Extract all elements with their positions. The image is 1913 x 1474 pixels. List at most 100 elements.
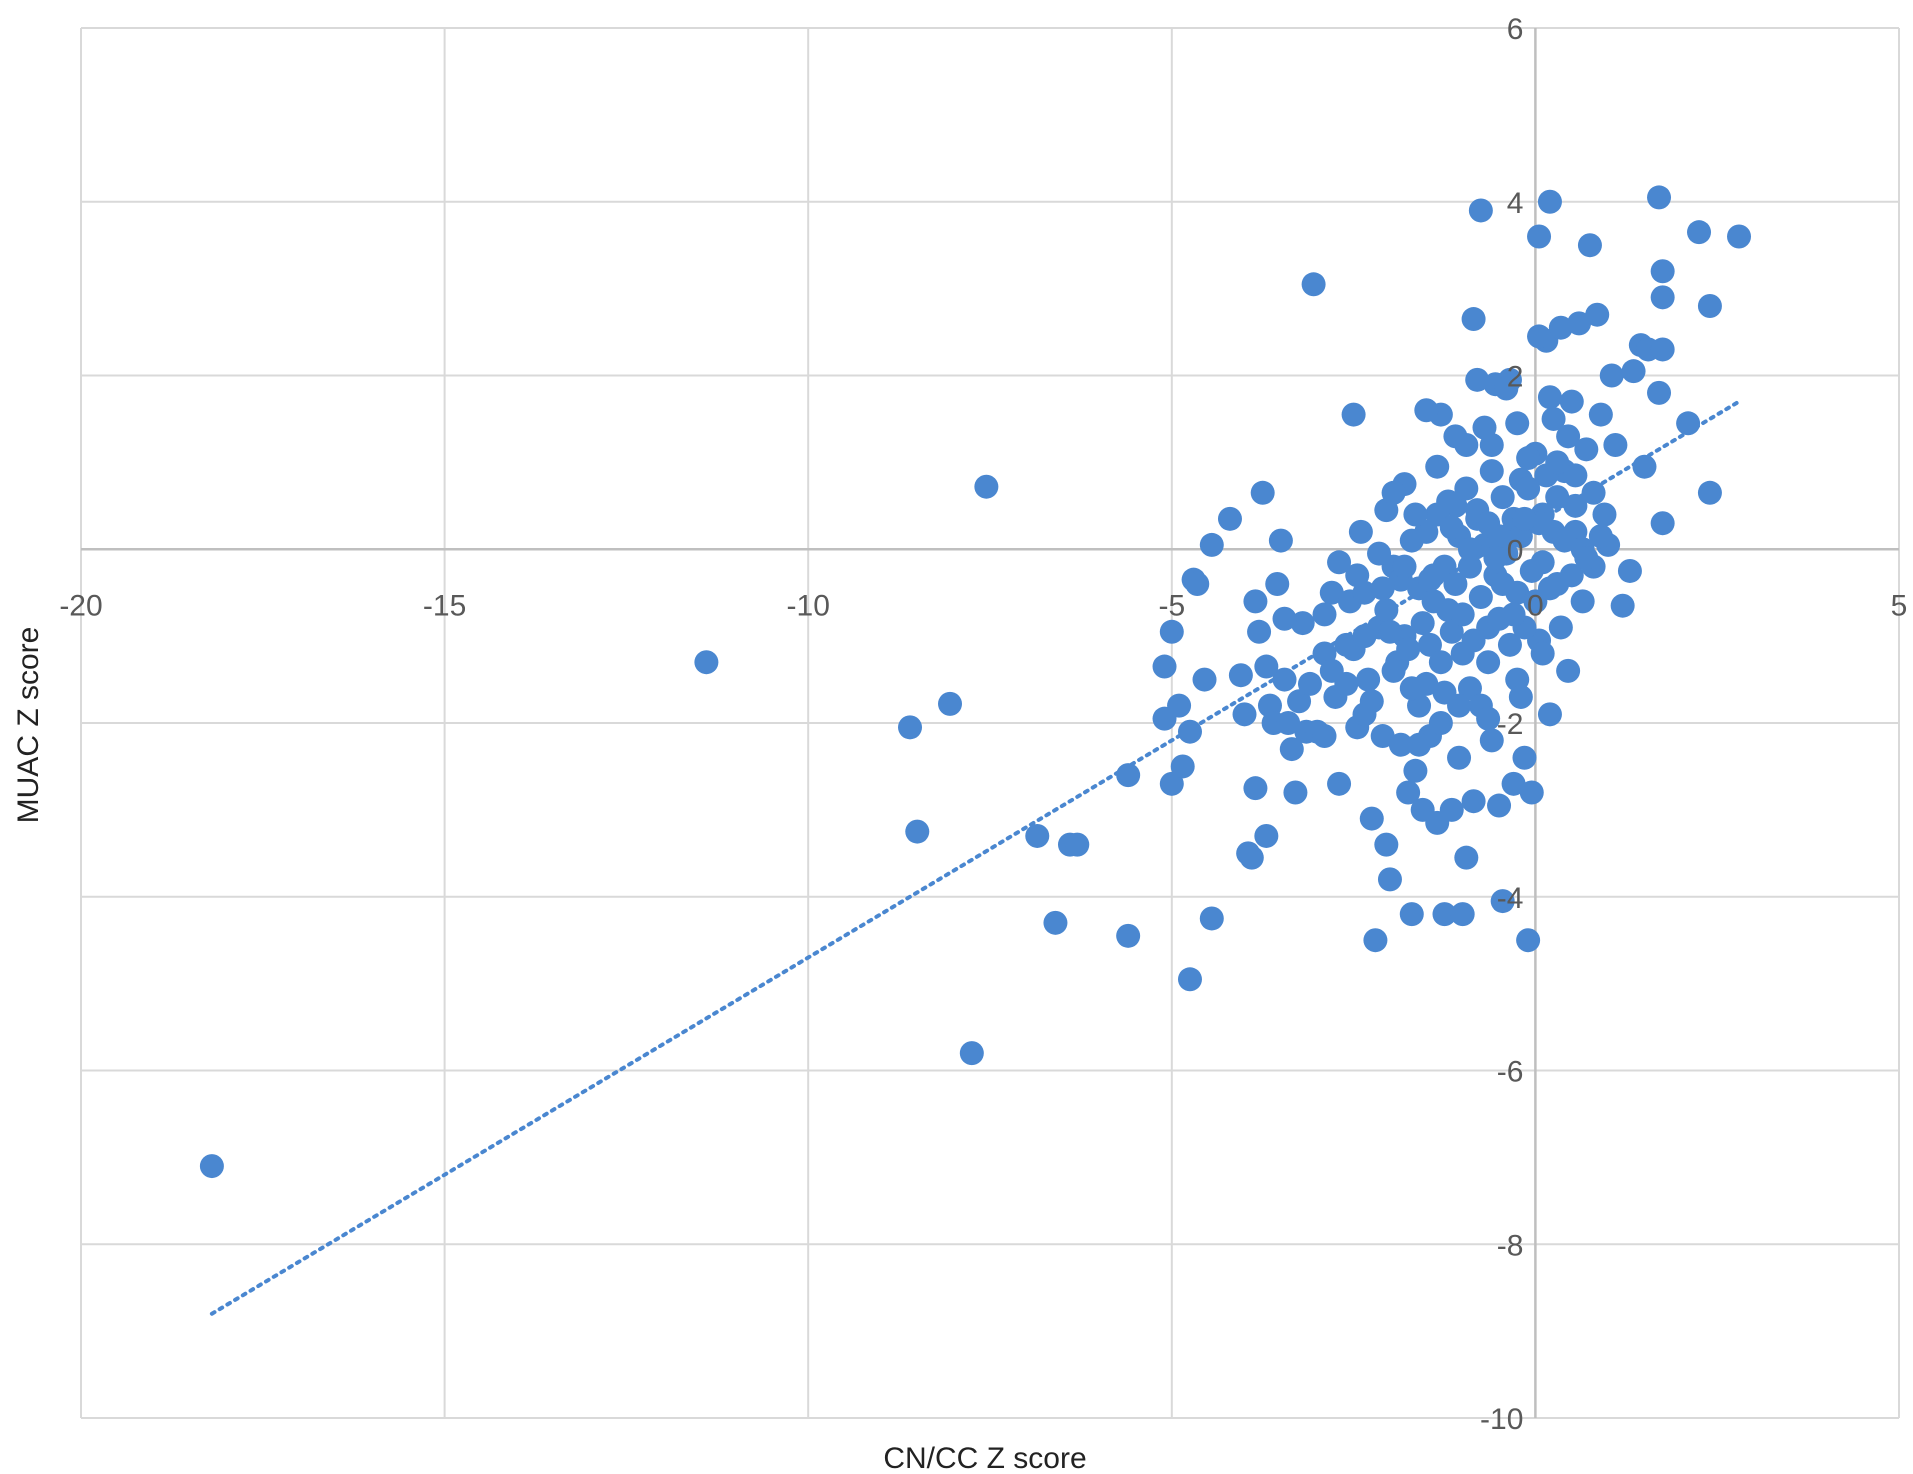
data-point	[1432, 902, 1457, 927]
data-point	[1567, 311, 1592, 336]
data-point	[1570, 589, 1595, 614]
data-point	[1345, 563, 1370, 588]
data-point	[1388, 732, 1413, 757]
data-point	[1287, 689, 1312, 714]
data-point	[1610, 593, 1635, 618]
data-point	[1479, 433, 1504, 457]
data-point	[1497, 632, 1522, 657]
data-point	[1687, 220, 1712, 245]
data-point	[1341, 402, 1366, 427]
data-point	[1356, 667, 1381, 692]
data-point	[1537, 189, 1562, 214]
data-point	[1159, 619, 1184, 644]
data-point	[1603, 433, 1628, 457]
data-point	[1450, 902, 1475, 927]
data-point	[1363, 928, 1388, 953]
y-tick-label: 6	[1507, 13, 1524, 46]
data-point	[1439, 515, 1464, 540]
data-point	[1185, 572, 1210, 596]
data-point	[1396, 637, 1421, 662]
axes	[81, 28, 1899, 1418]
data-point	[1505, 411, 1530, 436]
data-point	[1377, 619, 1402, 644]
data-point	[1414, 519, 1439, 544]
data-point	[1352, 702, 1377, 727]
data-point	[1577, 233, 1602, 258]
data-point	[1490, 572, 1515, 596]
data-point	[1476, 511, 1501, 536]
data-point	[1232, 702, 1257, 727]
data-point	[1177, 719, 1202, 744]
data-point	[1167, 693, 1192, 718]
data-point	[1290, 611, 1315, 636]
data-point	[1530, 641, 1555, 666]
x-tick-label: 5	[1891, 589, 1908, 622]
data-point	[1170, 754, 1195, 779]
data-point	[1436, 489, 1461, 514]
x-tick-label: -20	[59, 589, 102, 622]
data-point	[1374, 598, 1399, 623]
trendline-group	[209, 399, 1742, 1316]
data-point	[1417, 567, 1442, 592]
data-point	[1476, 706, 1501, 731]
data-point	[1392, 554, 1417, 579]
data-point	[1588, 524, 1613, 549]
y-tick-label: 0	[1507, 534, 1524, 567]
data-point	[938, 691, 963, 716]
data-point	[1065, 832, 1090, 857]
y-tick-label: -4	[1497, 882, 1524, 915]
data-point	[1541, 406, 1566, 431]
data-point	[1247, 619, 1272, 644]
data-point	[1574, 437, 1599, 462]
data-point	[1396, 780, 1421, 805]
data-point	[1468, 585, 1493, 610]
data-point	[1199, 906, 1224, 931]
data-point	[1116, 923, 1141, 948]
data-point	[1483, 545, 1508, 570]
data-point	[1367, 541, 1392, 566]
data-point	[1559, 389, 1584, 414]
data-point	[1348, 519, 1373, 544]
data-point	[1454, 433, 1479, 457]
data-point	[1516, 476, 1541, 501]
data-point	[1501, 771, 1526, 796]
data-point	[1461, 628, 1486, 653]
data-point	[1116, 763, 1141, 788]
data-point	[1588, 402, 1613, 427]
data-point	[1276, 711, 1301, 735]
data-point	[1192, 667, 1217, 692]
data-point	[1552, 528, 1577, 553]
data-point	[1410, 611, 1435, 636]
data-point	[959, 1041, 984, 1066]
x-tick-label: -5	[1158, 589, 1185, 622]
data-point	[1476, 650, 1501, 675]
data-point	[1370, 724, 1395, 749]
data-point	[1647, 380, 1672, 405]
data-point	[1545, 485, 1570, 510]
data-point	[1527, 224, 1552, 249]
data-point	[1283, 780, 1308, 805]
data-point	[1319, 580, 1344, 605]
data-point	[1370, 576, 1395, 601]
data-point	[1487, 793, 1512, 818]
data-point	[1545, 450, 1570, 475]
data-point	[694, 650, 719, 675]
data-point	[1494, 376, 1519, 401]
data-point	[1377, 867, 1402, 892]
y-tick-label: -8	[1497, 1229, 1524, 1262]
data-point	[1697, 294, 1722, 318]
y-tick-label: -10	[1480, 1403, 1523, 1436]
data-point	[1439, 619, 1464, 644]
data-point	[1461, 789, 1486, 814]
data-point	[1556, 424, 1581, 449]
data-point	[1574, 545, 1599, 570]
data-point	[1421, 589, 1446, 614]
x-tick-label: -10	[787, 589, 830, 622]
data-point	[1457, 554, 1482, 579]
data-point	[1647, 185, 1672, 210]
data-point	[1312, 724, 1337, 749]
x-tick-label: 0	[1527, 589, 1544, 622]
data-point	[1399, 902, 1424, 927]
data-point	[1043, 910, 1068, 935]
x-tick-label: -15	[423, 589, 466, 622]
